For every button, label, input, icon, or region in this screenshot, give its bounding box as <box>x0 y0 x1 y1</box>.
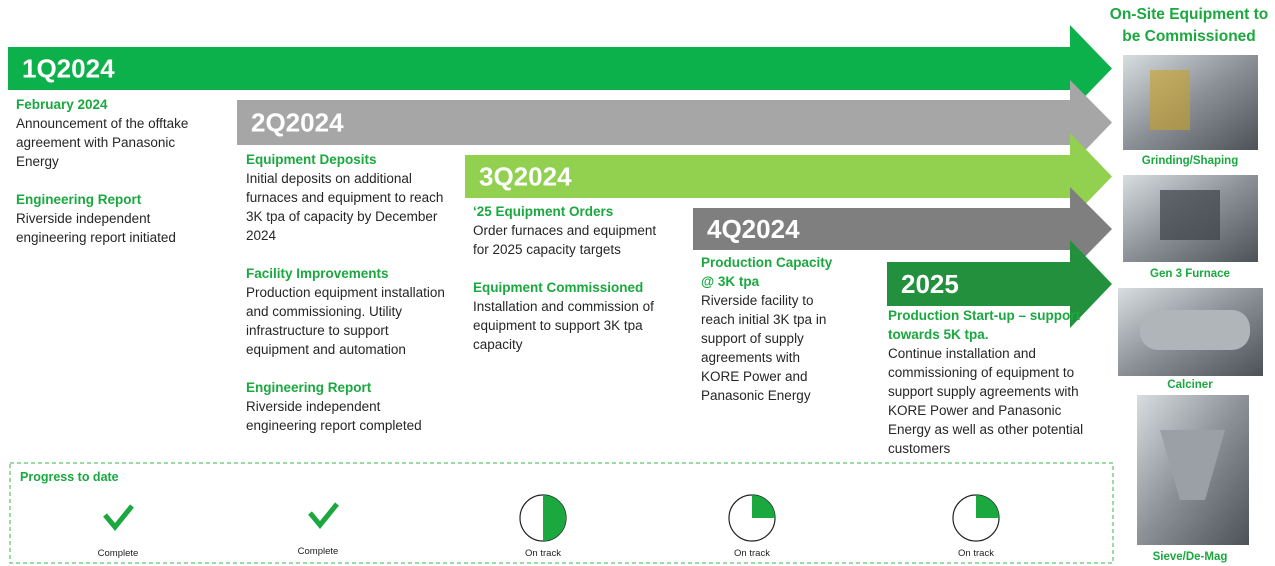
item-heading: ‘25 Equipment Orders <box>473 202 663 221</box>
photo-detail <box>1160 190 1220 240</box>
status-label: On track <box>483 548 603 559</box>
check-icon <box>105 506 132 527</box>
phase-label: 4Q2024 <box>707 214 800 244</box>
item-text: Initial deposits on additional furnaces … <box>246 169 446 245</box>
status-label: Complete <box>58 548 178 559</box>
item-heading: Engineering Report <box>16 190 221 209</box>
pie-fill <box>752 495 775 518</box>
pie-fill <box>976 495 999 518</box>
equipment-label: Gen 3 Furnace <box>1110 268 1270 280</box>
photo-detail <box>1140 310 1250 350</box>
item-text: Continue installation and commissioning … <box>888 344 1088 458</box>
item-heading: Equipment Deposits <box>246 150 446 169</box>
pie-fill <box>543 495 566 541</box>
page: 1Q2024 2Q2024 3Q2024 4Q2024 2025 On-Site Equ… <box>0 0 1275 566</box>
sidebar-title: On-Site Equipment to be Commissioned <box>1105 4 1273 48</box>
item-heading: Production Capacity @ 3K tpa <box>701 253 841 291</box>
item-heading: Production Start-up – support towards 5K… <box>888 306 1088 344</box>
item-text: Riverside facility to reach initial 3K t… <box>701 291 841 405</box>
item-text: Order furnaces and equipment for 2025 ca… <box>473 221 663 259</box>
photo <box>1123 55 1258 150</box>
status-label: On track <box>916 548 1036 559</box>
progress-title: Progress to date <box>20 470 119 484</box>
item-text: Production equipment installation and co… <box>246 283 446 359</box>
item-text: Installation and commission of equipment… <box>473 297 663 354</box>
equipment-label: Sieve/De-Mag <box>1110 551 1270 563</box>
phase-details: Production Start-up – support towards 5K… <box>888 306 1088 477</box>
equipment-label: Grinding/Shaping <box>1110 155 1270 167</box>
phase-label: 3Q2024 <box>479 162 572 192</box>
equipment-label: Calciner <box>1110 379 1270 391</box>
item-heading: Facility Improvements <box>246 264 446 283</box>
item-heading: February 2024 <box>16 95 221 114</box>
item-text: Riverside independent engineering report… <box>16 209 221 247</box>
progress-icons <box>105 495 999 541</box>
status-label: Complete <box>258 546 378 557</box>
item-heading: Engineering Report <box>246 378 446 397</box>
status-label: On track <box>692 548 812 559</box>
phase-label: 1Q2024 <box>22 54 115 84</box>
photo-detail <box>1150 70 1190 130</box>
item-heading: Equipment Commissioned <box>473 278 663 297</box>
photos <box>1118 55 1263 545</box>
phase-label: 2025 <box>901 269 959 299</box>
phase-label: 2Q2024 <box>251 108 344 138</box>
check-icon <box>310 504 337 525</box>
item-text: Riverside independent engineering report… <box>246 397 446 435</box>
item-text: Announcement of the offtake agreement wi… <box>16 114 221 171</box>
